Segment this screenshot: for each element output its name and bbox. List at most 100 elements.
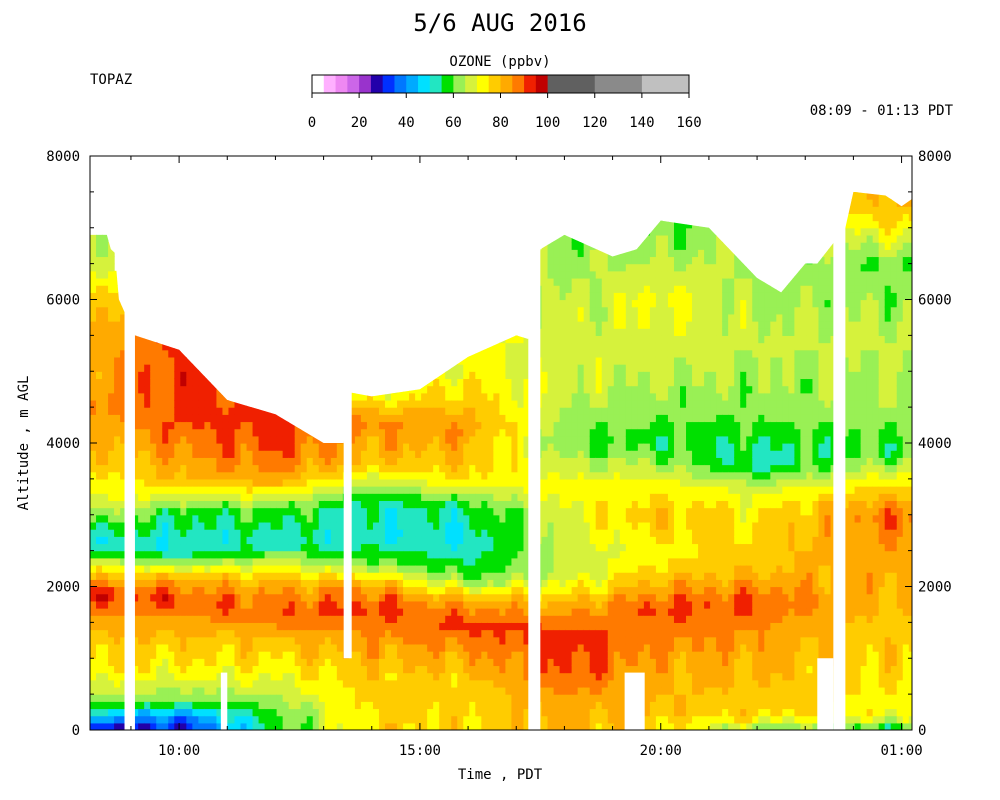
ozone-cell	[493, 450, 500, 458]
ozone-cell	[433, 471, 440, 480]
ozone-cell	[493, 550, 500, 559]
ozone-cell	[625, 593, 633, 602]
ozone-cell	[511, 443, 519, 451]
ozone-cell	[427, 593, 434, 602]
ozone-cell	[517, 636, 525, 645]
ozone-cell	[336, 529, 344, 537]
ozone-cell	[511, 557, 519, 566]
ozone-cell	[475, 579, 482, 588]
ozone-cell	[415, 507, 422, 516]
ozone-cell	[631, 608, 639, 616]
ozone-cell	[144, 708, 151, 717]
ozone-cell	[150, 378, 157, 387]
ozone-cell	[571, 564, 579, 573]
ozone-cell	[234, 694, 242, 702]
ozone-cell	[300, 493, 308, 501]
ozone-cell	[162, 651, 169, 659]
ozone-cell	[324, 464, 332, 473]
ozone-cell	[288, 672, 296, 681]
ozone-cell	[300, 600, 308, 609]
ozone-cell	[120, 622, 127, 631]
ozone-cell	[198, 593, 205, 602]
ozone-cell	[216, 557, 224, 566]
ozone-cell	[144, 564, 151, 573]
ozone-cell	[204, 471, 212, 480]
ozone-cell	[366, 701, 374, 710]
colorbar-ticks: 0 20 40 60 80 100 120 140 160	[308, 93, 702, 131]
ozone-cell	[559, 694, 567, 702]
ozone-cell	[96, 356, 103, 365]
ozone-cell	[583, 450, 591, 458]
ozone-cell	[228, 543, 236, 552]
ozone-cell	[204, 651, 212, 659]
ozone-cell	[613, 478, 621, 487]
ozone-cell	[601, 277, 609, 286]
ozone-cell	[108, 421, 115, 430]
ozone-cell	[553, 342, 561, 351]
ozone-cell	[445, 443, 452, 451]
ozone-cell	[439, 600, 446, 609]
ozone-cell	[457, 579, 464, 588]
ozone-cell	[300, 643, 308, 652]
ozone-cell	[210, 694, 218, 702]
ozone-cell	[427, 600, 434, 609]
ozone-cell	[264, 715, 272, 724]
ozone-cell	[288, 579, 296, 588]
ozone-cell	[216, 686, 224, 695]
ozone-cell	[294, 701, 302, 710]
ozone-cell	[90, 672, 97, 681]
ozone-cell	[108, 608, 115, 616]
ozone-cell	[553, 321, 561, 329]
ozone-cell	[192, 514, 199, 523]
ozone-cell	[487, 435, 494, 444]
ozone-cell	[192, 356, 199, 365]
ozone-cell	[385, 643, 392, 652]
ozone-cell	[102, 414, 109, 423]
ozone-cell	[607, 701, 615, 710]
ozone-cell	[312, 550, 320, 559]
ozone-cell	[427, 371, 434, 380]
ozone-cell	[541, 622, 549, 631]
ozone-cell	[336, 672, 344, 681]
ozone-cell	[90, 486, 97, 494]
ozone-cell	[150, 428, 157, 437]
ozone-cell	[421, 722, 428, 730]
ozone-cell	[234, 521, 242, 530]
ozone-cell	[505, 471, 513, 480]
ozone-cell	[354, 622, 362, 631]
ozone-cell	[619, 242, 627, 250]
ozone-cell	[108, 658, 115, 667]
ozone-cell	[186, 643, 193, 652]
ozone-cell	[445, 421, 452, 430]
ozone-cell	[288, 443, 296, 451]
ozone-cell	[451, 672, 458, 681]
ozone-cell	[366, 493, 374, 501]
ozone-cell	[547, 715, 555, 724]
ozone-cell	[541, 701, 549, 710]
ozone-cell	[204, 686, 212, 695]
ozone-cell	[366, 622, 374, 631]
ozone-cell	[198, 392, 205, 401]
ozone-cell	[366, 443, 374, 451]
ozone-cell	[601, 486, 609, 494]
ozone-cell	[156, 414, 163, 423]
ozone-cell	[601, 299, 609, 308]
ozone-cell	[372, 722, 380, 730]
ozone-cell	[589, 392, 597, 401]
ozone-cell	[360, 478, 368, 487]
ozone-cell	[318, 679, 326, 688]
ozone-cell	[517, 658, 525, 667]
ozone-cell	[234, 672, 242, 681]
ozone-cell	[192, 550, 199, 559]
ozone-cell	[511, 622, 519, 631]
ozone-cell	[511, 643, 519, 652]
ozone-cell	[619, 651, 627, 659]
ozone-cell	[372, 457, 380, 466]
ozone-cell	[210, 521, 218, 530]
ozone-cell	[330, 543, 338, 552]
ozone-cell	[463, 651, 470, 659]
ozone-cell	[300, 665, 308, 674]
ozone-cell	[372, 421, 380, 430]
ozone-cell	[583, 392, 591, 401]
ozone-cell	[595, 514, 603, 523]
